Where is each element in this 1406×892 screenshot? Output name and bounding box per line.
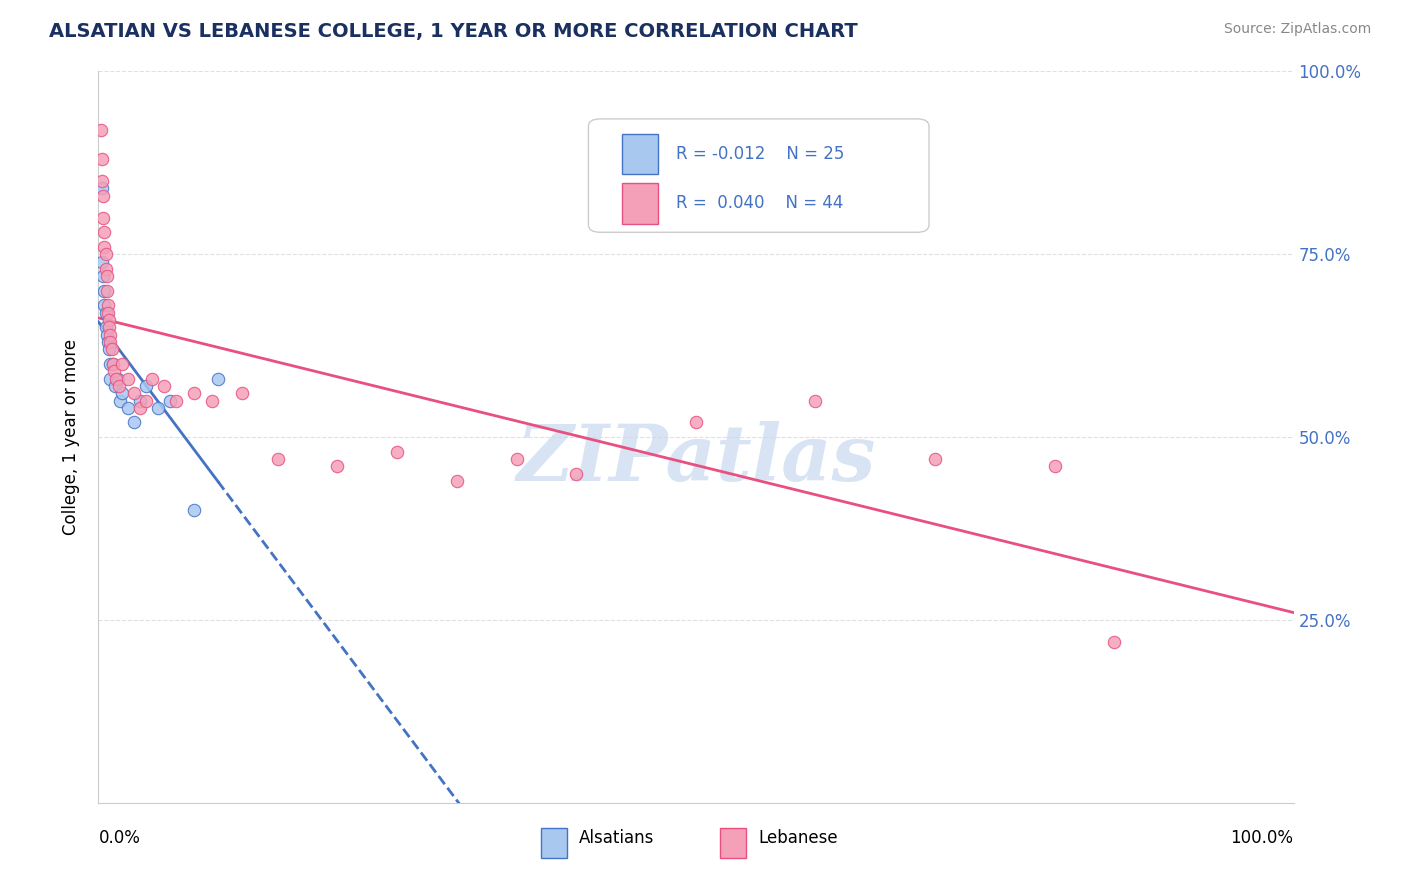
Point: [385, 444, 409, 458]
Point: [98, 334, 122, 349]
Point: [107, 371, 129, 385]
Point: [91, 174, 114, 188]
Point: [94, 247, 117, 261]
Point: [326, 459, 349, 474]
Point: [97, 306, 120, 320]
Bar: [541, 829, 567, 858]
Point: [135, 393, 157, 408]
Point: [98, 320, 121, 334]
Point: [91, 188, 114, 202]
Point: [165, 393, 187, 408]
Point: [94, 320, 117, 334]
Bar: [621, 134, 658, 174]
Point: [105, 371, 128, 385]
Point: [101, 357, 124, 371]
Point: [111, 386, 134, 401]
Point: [207, 371, 229, 385]
Text: Alsatians: Alsatians: [579, 829, 654, 847]
Point: [97, 298, 120, 312]
Point: [685, 416, 707, 430]
Point: [1104, 635, 1126, 649]
Point: [100, 343, 122, 357]
Point: [124, 416, 146, 430]
Point: [506, 452, 529, 467]
Point: [98, 343, 121, 357]
Point: [98, 371, 122, 385]
Point: [107, 379, 129, 393]
Point: [96, 284, 118, 298]
Point: [148, 401, 170, 415]
Point: [117, 401, 139, 415]
Text: ZIPatlas: ZIPatlas: [516, 421, 876, 497]
Y-axis label: College, 1 year or more: College, 1 year or more: [62, 339, 80, 535]
Bar: [720, 829, 747, 858]
Point: [91, 211, 114, 225]
Point: [267, 452, 290, 467]
Point: [111, 357, 134, 371]
Point: [231, 386, 253, 401]
Text: R = -0.012    N = 25: R = -0.012 N = 25: [676, 145, 844, 163]
Point: [804, 393, 827, 408]
Point: [97, 334, 120, 349]
Text: Source: ZipAtlas.com: Source: ZipAtlas.com: [1223, 22, 1371, 37]
Point: [96, 269, 118, 284]
Point: [924, 452, 946, 467]
Point: [129, 401, 152, 415]
Point: [90, 123, 112, 137]
Point: [129, 393, 152, 408]
Point: [183, 503, 205, 517]
Point: [183, 386, 205, 401]
Point: [98, 313, 121, 327]
FancyBboxPatch shape: [589, 119, 929, 232]
Point: [153, 379, 176, 393]
Point: [91, 254, 114, 268]
Text: R =  0.040    N = 44: R = 0.040 N = 44: [676, 194, 844, 212]
Text: Lebanese: Lebanese: [758, 829, 838, 847]
Point: [101, 357, 124, 371]
Point: [124, 386, 146, 401]
Point: [93, 225, 115, 239]
Text: 100.0%: 100.0%: [1230, 829, 1294, 847]
Point: [201, 393, 224, 408]
Point: [565, 467, 588, 481]
Point: [159, 393, 181, 408]
Point: [93, 298, 115, 312]
Point: [93, 284, 115, 298]
Point: [141, 371, 163, 385]
Point: [91, 269, 114, 284]
Point: [93, 240, 115, 254]
Point: [135, 379, 157, 393]
Point: [117, 371, 139, 385]
Point: [96, 327, 118, 342]
Point: [446, 474, 468, 488]
Text: 0.0%: 0.0%: [98, 829, 141, 847]
Point: [104, 379, 127, 393]
Text: ALSATIAN VS LEBANESE COLLEGE, 1 YEAR OR MORE CORRELATION CHART: ALSATIAN VS LEBANESE COLLEGE, 1 YEAR OR …: [49, 22, 858, 41]
Point: [103, 364, 125, 378]
Point: [98, 357, 122, 371]
Point: [108, 393, 131, 408]
Point: [98, 327, 122, 342]
Point: [94, 306, 117, 320]
Point: [1043, 459, 1066, 474]
Point: [91, 181, 114, 195]
Bar: [621, 184, 658, 224]
Point: [91, 152, 114, 166]
Point: [94, 261, 117, 276]
